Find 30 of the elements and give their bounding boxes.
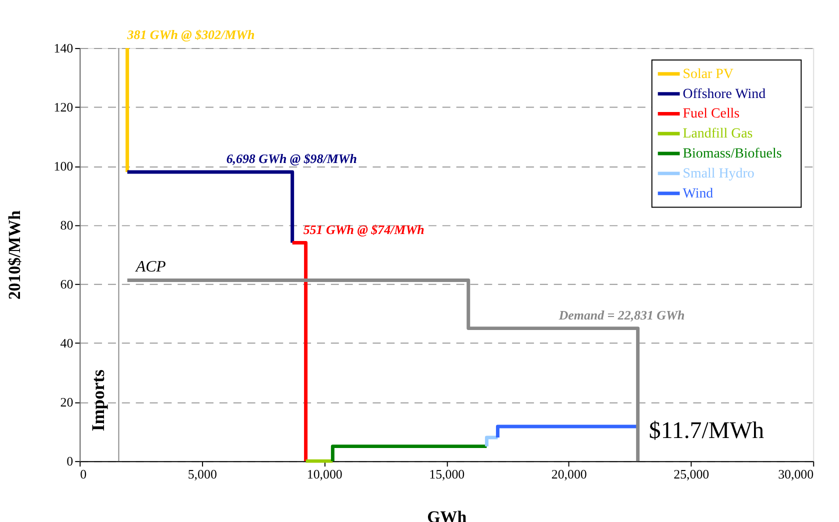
annotation: $11.7/MWh [648,418,764,444]
y-tick-label: 20 [60,394,74,410]
y-axis-title: 2010$/MWh [4,210,24,300]
legend-label: Offshore Wind [682,86,766,102]
y-tick-label: 120 [54,100,74,115]
x-tick-label: 10,000 [306,466,342,482]
annotation: 6,698 GWh @ $98/MWh [226,150,357,166]
x-tick-label: 0 [80,466,87,482]
y-tick-label: 0 [66,454,74,469]
legend-label: Fuel Cells [682,106,740,122]
y-tick-label: 80 [60,218,74,233]
ref-line-label: Imports [88,370,108,432]
y-tick-label: 100 [54,158,74,174]
legend-label: Solar PV [682,66,734,82]
legend-label: Biomass/Biofuels [682,146,782,162]
legend-label: Small Hydro [682,166,754,182]
annotation: Demand = 22,831 GWh [558,307,685,322]
annotation: ACP [134,258,166,276]
y-tick-label: 140 [54,40,74,56]
x-tick-label: 20,000 [551,466,587,482]
x-tick-label: 15,000 [429,466,465,482]
x-tick-label: 25,000 [674,466,710,482]
y-tick-label: 40 [60,336,74,351]
legend-label: Wind [682,186,714,202]
legend-label: Landfill Gas [682,126,753,142]
x-tick-label: 30,000 [778,466,814,482]
annotation: 381 GWh @ $302/MWh [126,27,255,42]
x-tick-label: 5,000 [188,466,217,482]
annotation: 551 GWh @ $74/MWh [303,222,424,237]
y-tick-label: 60 [60,276,74,292]
